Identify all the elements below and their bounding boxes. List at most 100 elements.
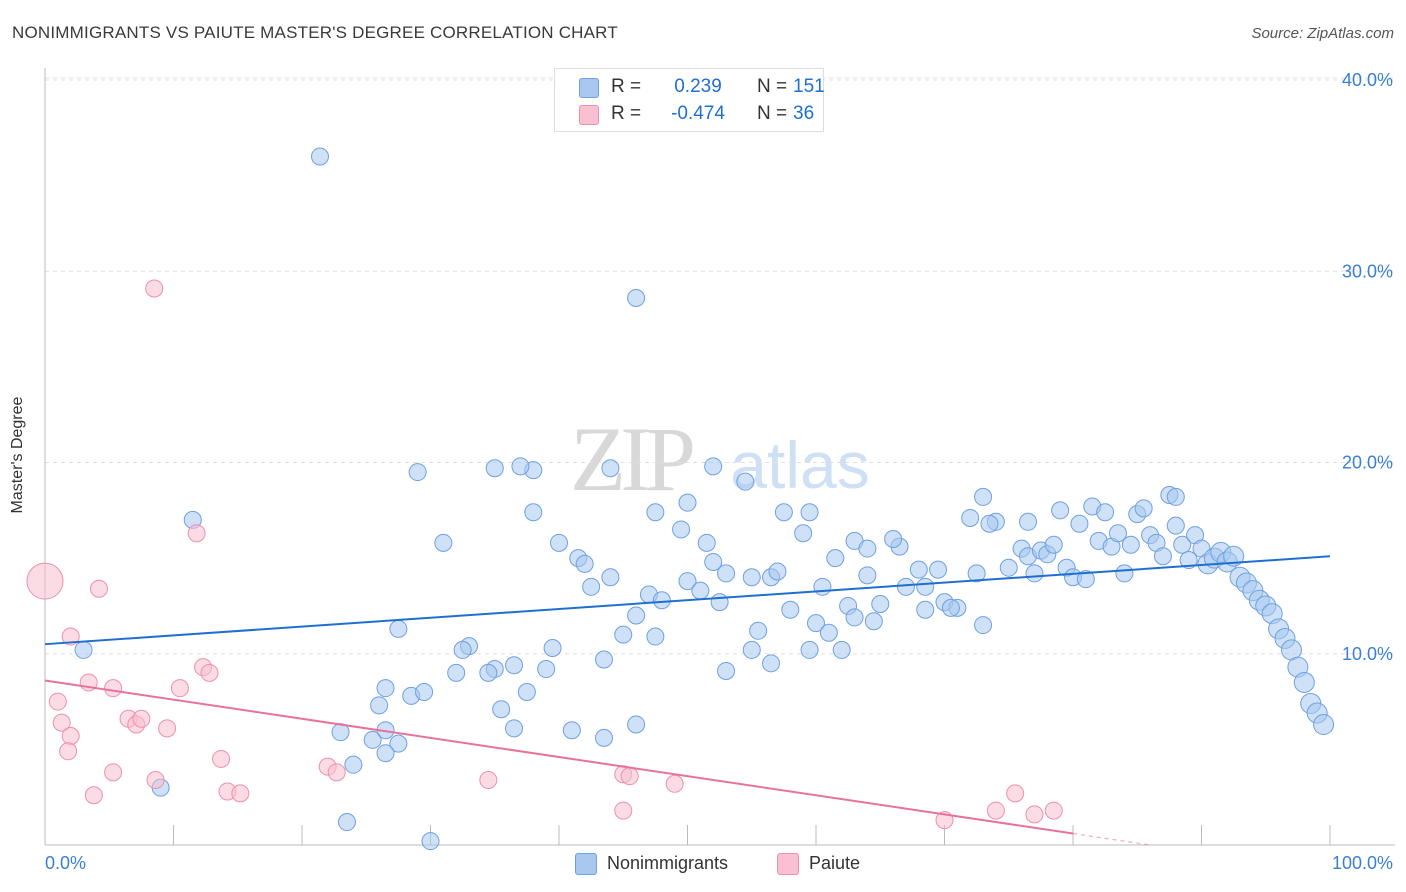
data-point	[678, 493, 697, 512]
data-point	[601, 568, 620, 587]
data-point	[511, 457, 530, 476]
data-point	[231, 784, 250, 803]
data-point	[717, 564, 736, 583]
data-point	[370, 696, 389, 715]
data-point	[212, 749, 231, 768]
data-point	[1025, 805, 1044, 824]
legend-r-label: R =	[611, 76, 642, 97]
data-point	[187, 524, 206, 543]
legend-n-value: 36	[793, 103, 815, 124]
data-point	[327, 763, 346, 782]
x-tick-label: 0.0%	[45, 853, 86, 873]
data-point	[871, 595, 890, 614]
data-point	[858, 539, 877, 558]
data-point	[1223, 545, 1245, 567]
data-point	[646, 503, 665, 522]
data-point	[697, 533, 716, 552]
legend-label-nonimmigrants: Nonimmigrants	[607, 853, 729, 873]
data-point	[974, 616, 993, 635]
chart-title: NONIMMIGRANTS VS PAIUTE MASTER'S DEGREE …	[12, 23, 618, 42]
data-point	[1044, 801, 1063, 820]
data-point	[1051, 501, 1070, 520]
data-point	[742, 568, 761, 587]
data-point	[627, 606, 646, 625]
watermark-atlas: atlas	[730, 428, 869, 502]
data-point	[310, 147, 329, 166]
data-point	[1019, 512, 1038, 531]
x-tick-label: 100.0%	[1332, 853, 1393, 873]
data-point	[1115, 564, 1134, 583]
data-point	[929, 560, 948, 579]
y-tick-label: 20.0%	[1342, 453, 1393, 473]
data-point	[884, 530, 903, 548]
data-point	[104, 763, 123, 782]
data-point	[800, 640, 819, 659]
legend-swatch-nonimmigrants	[579, 78, 599, 98]
data-point	[999, 558, 1018, 577]
data-point	[562, 721, 581, 740]
data-point	[762, 654, 781, 673]
legend-swatch-nonimmigrants	[575, 853, 597, 875]
data-point	[59, 742, 78, 761]
data-point	[485, 459, 504, 478]
data-point	[704, 457, 723, 476]
data-point	[537, 660, 556, 679]
data-point	[594, 728, 613, 747]
data-point	[858, 566, 877, 585]
trend-line-extension	[1072, 832, 1151, 846]
trend-layer	[44, 555, 1331, 846]
data-point	[479, 770, 498, 789]
data-point	[344, 755, 363, 774]
data-point	[941, 598, 960, 617]
data-point	[717, 661, 736, 680]
data-point	[48, 692, 67, 711]
data-point	[909, 560, 928, 579]
data-point	[845, 608, 864, 627]
data-point	[84, 786, 103, 805]
data-point	[389, 619, 408, 638]
data-point	[768, 562, 787, 581]
correlation-legend: R = 0.239 N = 151 R = -0.474 N = 36	[554, 68, 825, 132]
data-point	[967, 564, 986, 583]
data-point	[1006, 784, 1025, 803]
data-point	[543, 639, 562, 658]
legend-label-paiute: Paiute	[809, 853, 861, 873]
data-point	[646, 627, 665, 646]
data-point	[104, 679, 123, 698]
data-point	[170, 679, 189, 698]
data-point	[781, 600, 800, 619]
data-point	[749, 621, 768, 640]
data-point	[376, 679, 395, 698]
data-point	[479, 663, 498, 682]
legend-swatch-paiute	[777, 853, 799, 875]
data-point	[1134, 499, 1153, 518]
data-point	[627, 715, 646, 734]
data-point	[986, 801, 1005, 820]
data-point	[524, 503, 543, 522]
data-point	[736, 472, 755, 491]
y-tick-label: 10.0%	[1342, 644, 1393, 664]
data-point	[453, 640, 472, 659]
data-point	[505, 719, 524, 738]
axes	[44, 68, 1395, 846]
data-point	[505, 656, 524, 675]
y-tick-label: 30.0%	[1342, 261, 1393, 281]
data-point	[146, 770, 165, 789]
data-point	[794, 524, 813, 543]
data-point	[652, 591, 671, 610]
legend-r-value: -0.474	[671, 103, 725, 124]
data-point	[1173, 535, 1192, 554]
data-point	[665, 774, 684, 793]
data-point	[145, 279, 164, 298]
data-point	[492, 700, 511, 719]
data-point	[1153, 547, 1172, 566]
legend-r-label: R =	[611, 103, 642, 124]
data-point	[961, 508, 980, 527]
data-point	[774, 503, 793, 522]
data-point	[800, 503, 819, 522]
data-point	[1121, 535, 1140, 554]
data-point	[826, 549, 845, 568]
watermark: ZIP atlas	[570, 408, 870, 510]
data-point	[1108, 524, 1127, 543]
